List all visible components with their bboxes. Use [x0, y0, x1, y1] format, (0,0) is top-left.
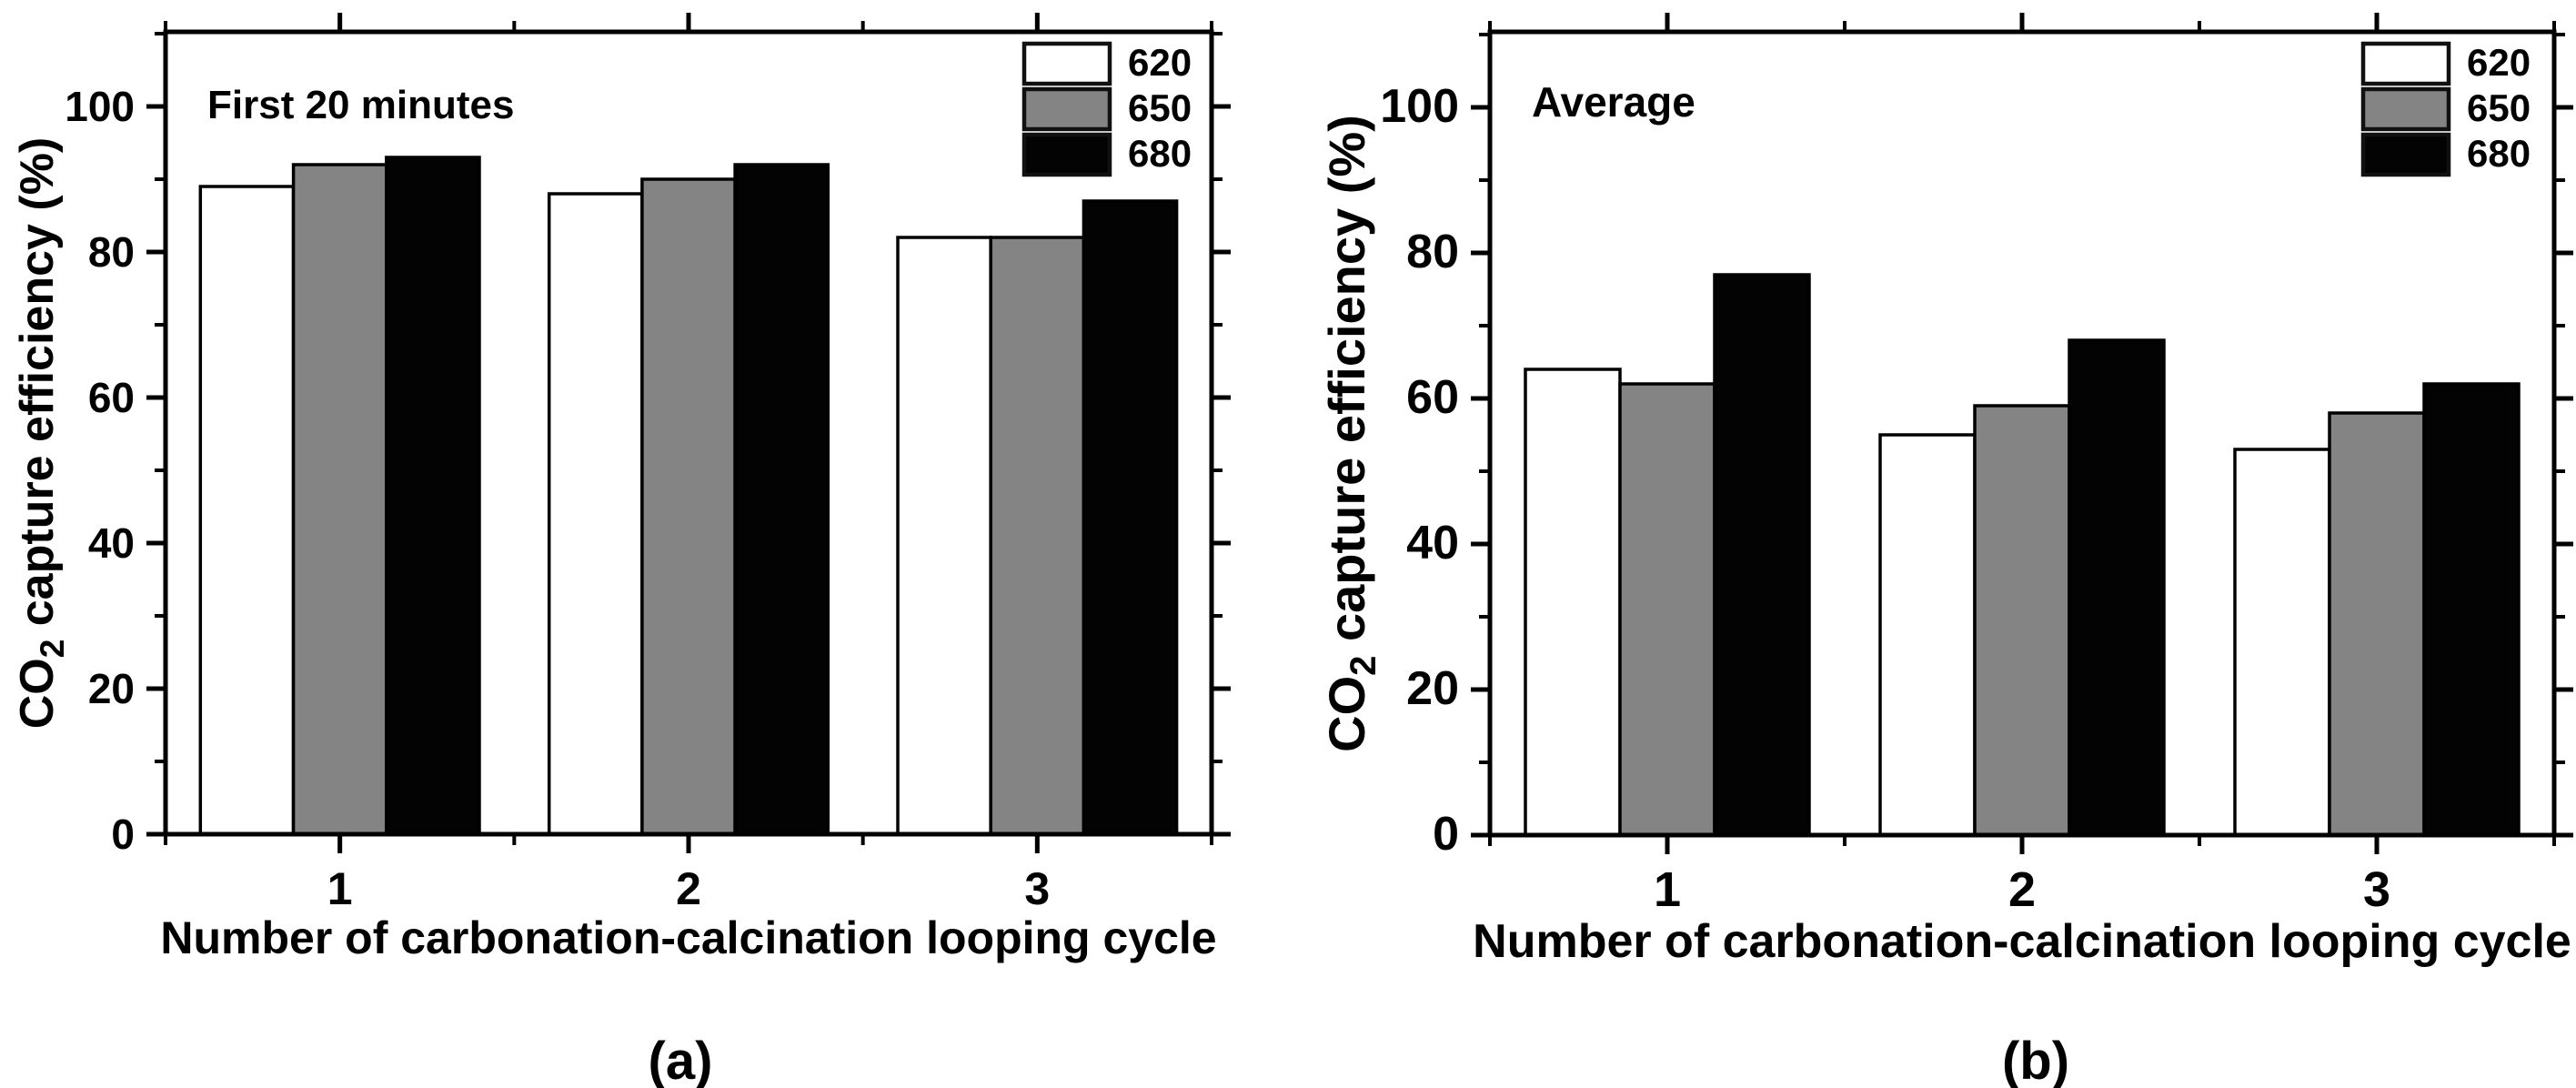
- x-tick-label-3: 3: [2363, 862, 2390, 917]
- y-axis-title: CO2 capture efficiency (%): [1318, 115, 1384, 752]
- bar-620-cycle-1: [1524, 368, 1622, 837]
- y-tick-label-100: 100: [1380, 80, 1459, 133]
- x-axis-title: Number of carbonation-calcination loopin…: [160, 912, 1216, 963]
- bar-650-cycle-2: [640, 177, 737, 836]
- y-tick-label-20: 20: [88, 665, 135, 712]
- legend-swatch-650: [1021, 86, 1112, 132]
- x-tick-label-3: 3: [1024, 863, 1050, 914]
- y-tick-label-20: 20: [1406, 662, 1459, 715]
- legend-label-620: 620: [1128, 41, 1192, 84]
- y-tick-label-60: 60: [88, 374, 135, 421]
- x-tick-label-1: 1: [1654, 862, 1681, 917]
- y-tick-label-0: 0: [1433, 808, 1459, 861]
- bar-650-cycle-1: [1618, 382, 1716, 837]
- bar-680-cycle-3: [1082, 199, 1179, 836]
- bar-680-cycle-2: [2068, 338, 2166, 837]
- bar-650-cycle-2: [1973, 404, 2071, 837]
- legend-label-620: 620: [2467, 41, 2531, 84]
- x-tick-label-1: 1: [327, 863, 353, 914]
- y-tick-label-40: 40: [1406, 517, 1459, 569]
- bar-680-cycle-1: [1713, 273, 1811, 837]
- x-tick-label-2: 2: [2008, 862, 2036, 917]
- legend-label-680: 680: [2467, 132, 2531, 175]
- legend-swatch-680: [1021, 132, 1112, 177]
- y-tick-label-0: 0: [111, 811, 135, 858]
- bar-650-cycle-3: [2328, 411, 2426, 837]
- bar-680-cycle-3: [2422, 382, 2521, 837]
- bar-680-cycle-2: [733, 163, 830, 836]
- legend-swatch-680: [2360, 132, 2451, 177]
- legend-swatch-620: [2360, 41, 2451, 86]
- y-tick-label-40: 40: [88, 519, 135, 567]
- legend-swatch-620: [1021, 41, 1112, 86]
- bar-650-cycle-1: [291, 163, 388, 836]
- x-tick-label-2: 2: [676, 863, 701, 914]
- x-axis-title: Number of carbonation-calcination loopin…: [1473, 915, 2571, 968]
- legend-swatch-650: [2360, 86, 2451, 132]
- y-tick-label-60: 60: [1406, 371, 1459, 424]
- bar-620-cycle-3: [896, 236, 992, 836]
- legend-label-680: 680: [1128, 132, 1192, 175]
- bar-650-cycle-3: [989, 236, 1086, 836]
- legend-label-650: 650: [1128, 86, 1192, 129]
- y-tick-label-100: 100: [65, 83, 135, 130]
- y-tick-label-80: 80: [88, 228, 135, 276]
- legend-label-650: 650: [2467, 86, 2531, 129]
- bar-620-cycle-1: [198, 185, 296, 836]
- caption-a: (a): [649, 1032, 713, 1088]
- caption-b: (b): [2002, 1032, 2069, 1088]
- bar-620-cycle-2: [547, 192, 644, 836]
- bar-680-cycle-1: [385, 156, 481, 836]
- y-axis-title: CO2 capture efficiency (%): [11, 137, 71, 730]
- panel-title-a: First 20 minutes: [207, 83, 514, 127]
- y-tick-label-80: 80: [1406, 226, 1459, 278]
- bar-620-cycle-3: [2233, 448, 2331, 837]
- bar-620-cycle-2: [1878, 433, 1977, 837]
- panel-title-b: Average: [1532, 78, 1696, 126]
